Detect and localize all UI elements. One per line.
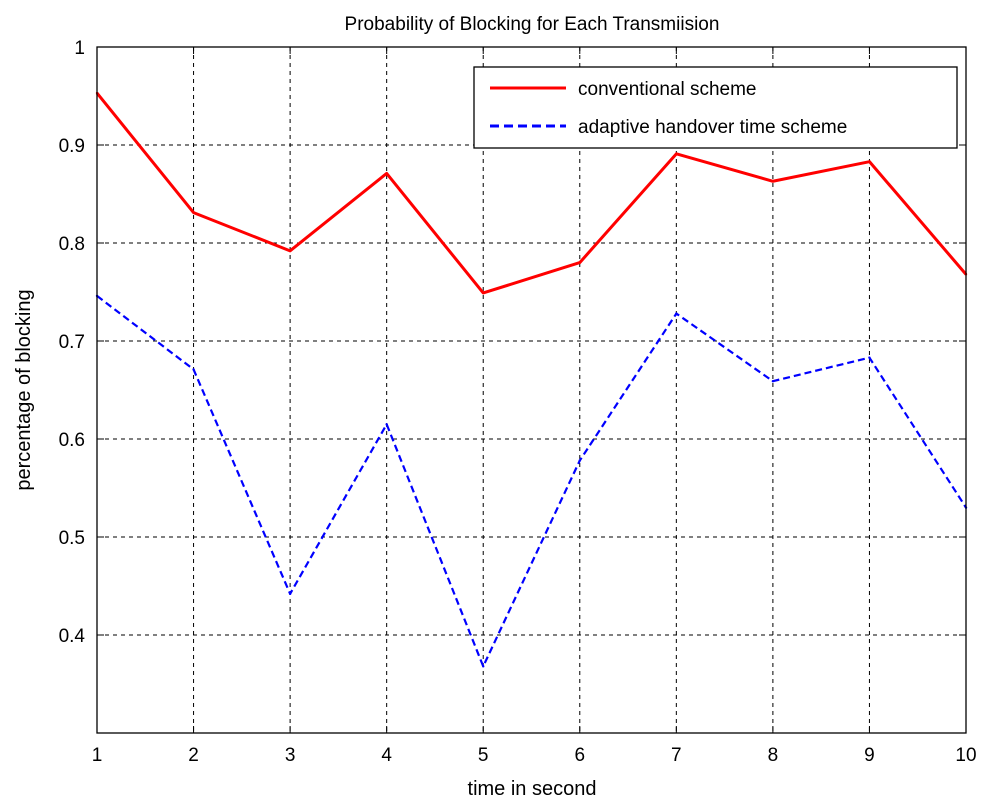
grid-lines — [97, 47, 966, 733]
series-line-2 — [96, 295, 967, 668]
axis-ticks: 1 2 3 4 5 6 7 8 9 10 0.4 0.5 0.6 0.7 0.8 0.9 1 — [59, 38, 977, 766]
series-2-point — [482, 665, 485, 668]
legend-box — [473, 66, 958, 149]
series-1-point — [675, 152, 678, 156]
series-2-point — [868, 356, 871, 359]
series-2-point — [771, 379, 775, 383]
x-tick-label: 2 — [188, 745, 199, 766]
chart-title: Probability of Blocking for Each Transmi… — [345, 14, 720, 35]
legend: conventional scheme adaptive handover tim… — [473, 66, 958, 149]
series-2-point — [675, 312, 678, 315]
series-2-point — [385, 423, 388, 426]
legend-label-1: conventional scheme — [578, 79, 757, 100]
series-2-point — [192, 368, 195, 371]
y-tick-label: 1 — [74, 38, 85, 59]
y-tick-label: 0.5 — [59, 528, 85, 549]
x-axis-label: time in second — [468, 778, 597, 800]
series-1-point — [482, 291, 485, 295]
y-tick-label: 0.8 — [59, 234, 85, 255]
x-tick-label: 9 — [864, 745, 875, 766]
y-tick-label: 0.4 — [59, 626, 86, 647]
x-tick-label: 3 — [285, 745, 296, 766]
x-tick-label: 7 — [671, 745, 682, 766]
series-1-point — [578, 261, 581, 264]
series-line-1 — [95, 92, 968, 295]
x-tick-label: 6 — [574, 745, 585, 766]
series-2-point — [288, 592, 292, 596]
series-1-point — [385, 172, 388, 175]
y-axis-label: percentage of blocking — [13, 289, 35, 490]
series-lines — [95, 91, 968, 668]
series-1-point — [288, 249, 292, 253]
plot-frame — [96, 46, 967, 734]
y-tick-label: 0.6 — [59, 430, 85, 451]
legend-label-2: adaptive handover time scheme — [578, 117, 847, 138]
y-tick-label: 0.7 — [59, 332, 85, 353]
x-tick-label: 10 — [955, 745, 976, 766]
series-2-point — [578, 459, 581, 462]
x-tick-label: 4 — [381, 745, 392, 766]
series-1-point — [868, 160, 871, 163]
series-1-point — [192, 211, 195, 214]
series-1-point — [771, 180, 775, 183]
y-tick-label: 0.9 — [59, 136, 85, 157]
x-tick-label: 5 — [478, 745, 489, 766]
x-tick-label: 8 — [768, 745, 779, 766]
x-tick-label: 1 — [92, 745, 103, 766]
